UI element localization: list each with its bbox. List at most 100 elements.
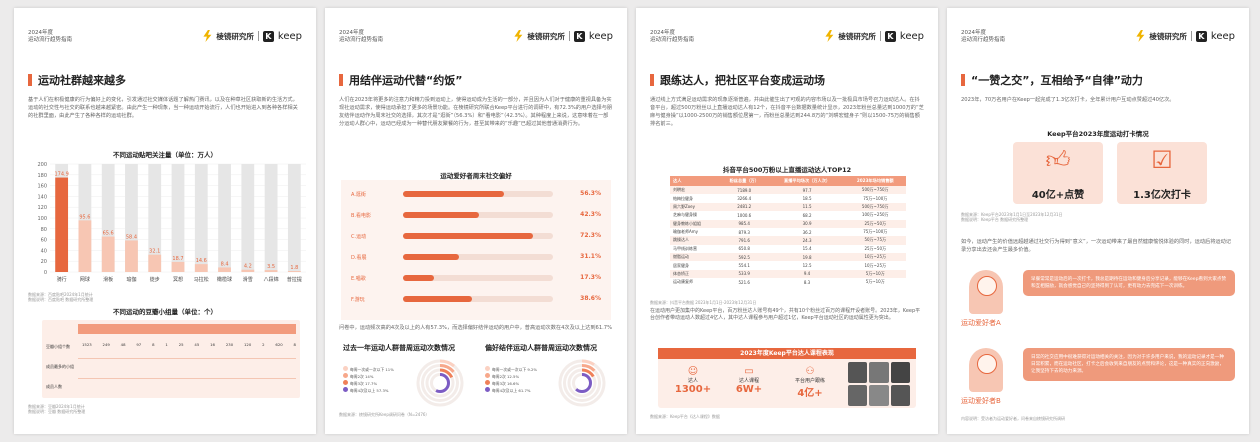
- table-row: 帕梅拉健身 3266.4 18.5 75万~100万: [670, 194, 906, 203]
- book-icon: ▭: [744, 366, 754, 377]
- divider: [879, 31, 881, 41]
- legend-label: 每周2次 14%: [350, 374, 374, 379]
- data-label: 58.4: [126, 234, 137, 240]
- bar: [78, 220, 92, 272]
- douban-table: 豆瓣小组个数 成员最多的小组 成员人数 1523 249 48 97 8 1 25 45 16 2…: [42, 320, 300, 398]
- table-row: 周六野Zoey 2481.2 11.5 500万~750万: [670, 202, 906, 212]
- ring-arc: [425, 368, 455, 398]
- data-label: 1.8: [290, 265, 298, 271]
- table-cell: 芝麻与健身操: [673, 212, 697, 218]
- data-label: 174.9: [54, 172, 68, 178]
- page-likes-motivation: 2024年度 运动流行趋势指南 棱镜研究所 K keep “一赞之交”，互相给予…: [947, 8, 1249, 434]
- legend-label: 每周一次或一次以下 11%: [350, 367, 394, 372]
- y-tick-label: 60: [41, 238, 47, 244]
- table-header-cell: 达人: [670, 176, 719, 186]
- bar-track: [264, 164, 278, 272]
- stat-item: ⚇ 平台用户跟练 4亿+: [780, 366, 840, 399]
- table-cell: 8: [152, 342, 155, 347]
- bar: [403, 212, 480, 218]
- ring-title: 偏好结伴运动人群普周运动次数情况: [485, 344, 597, 352]
- y-tick-label: 100: [37, 216, 47, 222]
- table-cell: 879.3: [738, 229, 750, 235]
- x-tick-label: 马拉松: [194, 276, 209, 283]
- table-cell: 25: [178, 342, 184, 347]
- legend-item: 每周2次 14%: [343, 373, 394, 380]
- bar: [403, 191, 505, 197]
- ring-legend: 每周一次或一次以下 9.2% 每周2次 12.5% 每周3次 16.6% 每周4次及以…: [485, 366, 537, 394]
- legend-item: 每周2次 12.5%: [485, 373, 537, 380]
- table-cell: 1523: [82, 342, 92, 347]
- table-header-cell: 2023年场均销售额: [844, 176, 906, 186]
- table-cell: 健身教练小姐姐: [673, 220, 701, 226]
- calendar-check-icon: ☑: [1151, 146, 1173, 174]
- legend-item: 每周3次 17.7%: [343, 380, 394, 387]
- users-icon: ⚇: [805, 366, 815, 377]
- lightning-icon: [1136, 30, 1145, 42]
- table-cell: 30.9: [802, 221, 812, 227]
- keep-logo-icon: K: [884, 30, 896, 42]
- thumbnail: [890, 362, 910, 383]
- table-cell: 24.3: [802, 237, 812, 243]
- legend-label: 每周4次及以上 61.7%: [492, 388, 531, 393]
- y-tick-label: 160: [37, 184, 47, 190]
- bar-track: [403, 254, 553, 260]
- bar-track: [241, 164, 255, 272]
- table-cell: 25万~50万: [864, 245, 886, 251]
- influencer-table: 达人 粉丝总量（万） 直播平均场次（万人次） 2023年场均销售额 刘畊宏 7189.0 9…: [670, 176, 906, 287]
- intro-paragraph: 基于人们在积极健康的行为偏好上的变化，引发通过社交媒体话题了解热门赛讯，以及在种…: [28, 97, 298, 119]
- bar: [148, 254, 162, 272]
- course-thumbnails: [848, 362, 910, 406]
- table-cell: 运动康复师: [673, 279, 693, 285]
- table-title: 抖音平台500万粉以上直播运动达人TOP12: [722, 166, 852, 174]
- report-header: 2024年度 运动流行趋势指南: [28, 30, 73, 43]
- bar: [171, 261, 185, 272]
- table-cell: 11.5: [802, 204, 812, 210]
- table-source: 数据来源：豆瓣2024年1月统计 数据说明：豆瓣 数据研究所整理: [28, 404, 86, 414]
- chart-title: 不同运动贴吧关注量（单位：万人）: [113, 151, 217, 159]
- table-cell: 120: [243, 342, 252, 347]
- legend-item: 每周一次或一次以下 11%: [343, 366, 394, 373]
- card-source: 数据来源：Keep平台2023年1月1日至2023年12月31日 数据说明：Ke…: [961, 212, 1063, 222]
- bar-track: [194, 164, 208, 272]
- likes-card: 👍︎ 40亿+点赞: [1013, 142, 1103, 204]
- bar: [403, 296, 473, 302]
- data-label: 3.5: [267, 264, 275, 270]
- table-cell: 592.5: [738, 254, 750, 260]
- table-cell: 521.6: [738, 279, 750, 285]
- ring-arc: [567, 368, 597, 398]
- table-cell: 2: [262, 342, 265, 347]
- table-cell: 刘畊宏: [673, 187, 685, 193]
- thumbnail: [848, 385, 868, 406]
- table-cell: 75万~100万: [863, 195, 888, 201]
- page-fitness-influencers: 2024年度 运动流行趋势指南 棱镜研究所 K keep 跟练达人，把社区平台变…: [636, 8, 938, 434]
- table-cell: 5万~10万: [865, 279, 885, 285]
- table-cell: 97.7: [802, 187, 812, 193]
- thumbnail: [890, 385, 910, 406]
- category-label: F.游玩: [351, 297, 365, 303]
- y-tick-label: 80: [41, 227, 47, 233]
- title-marker: [961, 74, 965, 86]
- x-tick-label: 橄榄球: [217, 276, 232, 283]
- table-cell: 帕梅拉健身: [673, 195, 693, 201]
- divider: [78, 358, 296, 359]
- data-label: 95.6: [79, 214, 90, 220]
- category-label: B.看电影: [351, 213, 372, 219]
- ring-chart: [416, 359, 464, 407]
- title-marker: [650, 74, 654, 86]
- table-cell: 10万~25万: [864, 262, 886, 268]
- bar: [403, 275, 435, 281]
- table-header-row: [78, 324, 296, 334]
- quote-bubble: 早餐常常是运动后的一次打卡，我总是期待在运动和健身后分享记录，能够在Keep看到…: [1023, 270, 1235, 296]
- bar: [125, 240, 138, 272]
- report-header: 2024年度 运动流行趋势指南: [339, 30, 384, 43]
- data-label: 38.6%: [580, 295, 601, 302]
- table-row: 居家健身 554.1 12.5 10万~25万: [670, 261, 906, 270]
- lightning-icon: [203, 30, 212, 42]
- legend-item: 每周一次或一次以下 9.2%: [485, 366, 537, 373]
- value-paragraph: 如今，运动产生的价值远超越通过社交行为得到“意义”，一次运动带来了最自然健康愉悦…: [961, 239, 1231, 253]
- bar: [194, 264, 208, 272]
- thumbs-up-icon: 👍︎: [1045, 146, 1071, 174]
- stats-panel: 2023年度Keep平台达人课程表现 ☺ 达人 1300+ ▭ 达人课程 6W+…: [658, 348, 916, 408]
- legend-label: 每周3次 17.7%: [350, 381, 378, 386]
- legend-label: 每周3次 16.6%: [492, 381, 520, 386]
